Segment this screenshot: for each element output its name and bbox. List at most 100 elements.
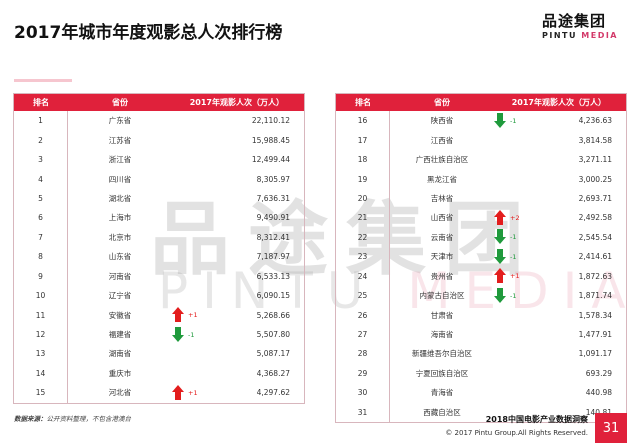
province: 重庆市 xyxy=(108,368,132,378)
table-row: 14 重庆市 4,368.27 xyxy=(14,363,304,384)
rank: 5 xyxy=(14,188,68,209)
copyright: © 2017 Pintu Group.All Rights Reserved. xyxy=(445,429,588,437)
province: 浙江省 xyxy=(108,155,132,165)
viewers-value: 5,268.66 xyxy=(256,310,290,320)
province: 青海省 xyxy=(430,388,454,398)
province: 海南省 xyxy=(430,330,454,340)
province: 甘肃省 xyxy=(430,310,454,320)
table-row: 29 宁夏回族自治区 693.29 xyxy=(336,363,626,384)
report-title: 2018中国电影产业数据洞察 xyxy=(485,415,588,424)
province: 四川省 xyxy=(108,174,132,184)
province: 广西壮族自治区 xyxy=(415,155,469,165)
arrow-down-icon xyxy=(494,287,506,304)
viewers-value: 1,871.74 xyxy=(578,291,612,301)
table-row: 23 天津市 -1 2,414.61 xyxy=(336,247,626,267)
table-row: 30 青海省 440.98 xyxy=(336,383,626,403)
province: 宁夏回族自治区 xyxy=(415,368,469,378)
header-value: 2017年观影人次（万人） xyxy=(511,98,606,107)
rank-change: +2 xyxy=(510,213,520,222)
viewers-value: 5,087.17 xyxy=(256,349,290,359)
rank: 11 xyxy=(14,305,68,325)
rank-change: +1 xyxy=(188,388,198,397)
province: 天津市 xyxy=(430,252,454,262)
viewers-value: 1,477.91 xyxy=(578,330,612,340)
table-row: 16 陕西省 -1 4,236.63 xyxy=(336,111,626,131)
viewers-value: 1,872.63 xyxy=(578,271,612,281)
viewers-value: 6,533.13 xyxy=(256,271,290,281)
rank: 3 xyxy=(14,149,68,170)
viewers-value: 4,297.62 xyxy=(256,388,290,398)
arrow-down-icon xyxy=(494,229,506,245)
rank: 28 xyxy=(336,344,390,364)
viewers-value: 3,271.11 xyxy=(578,155,612,165)
rank: 17 xyxy=(336,130,390,150)
province: 辽宁省 xyxy=(108,291,132,301)
viewers-value: 440.98 xyxy=(585,388,612,398)
province: 河南省 xyxy=(108,271,132,281)
header-province: 省份 xyxy=(434,98,450,107)
logo: 品途集团 PINTU MEDIA xyxy=(541,12,618,40)
arrow-down-icon xyxy=(494,248,506,265)
page-title: 2017年城市年度观影总人次排行榜 xyxy=(14,23,283,43)
table-row: 25 内蒙古自治区 -1 1,871.74 xyxy=(336,285,626,306)
province: 上海市 xyxy=(108,213,132,223)
viewers-value: 8,312.41 xyxy=(256,232,290,242)
province: 黑龙江省 xyxy=(427,174,457,184)
table-row: 21 山西省 +2 2,492.58 xyxy=(336,208,626,228)
province: 山东省 xyxy=(108,252,132,262)
province: 安徽省 xyxy=(108,310,132,320)
rank-change: -1 xyxy=(510,291,517,300)
rank: 2 xyxy=(14,130,68,150)
rank: 9 xyxy=(14,266,68,286)
province: 河北省 xyxy=(108,388,132,398)
table-row: 22 云南省 -1 2,545.54 xyxy=(336,227,626,248)
table-row: 3 浙江省 12,499.44 xyxy=(14,149,304,170)
province: 内蒙古自治区 xyxy=(419,291,465,301)
province: 江西省 xyxy=(430,135,454,145)
viewers-value: 3,814.58 xyxy=(578,135,612,145)
table-row: 9 河南省 6,533.13 xyxy=(14,266,304,286)
header-rank: 排名 xyxy=(33,98,49,107)
table-row: 10 辽宁省 6,090.15 xyxy=(14,285,304,306)
rank-change: +1 xyxy=(510,272,520,281)
viewers-value: 140.81 xyxy=(538,408,620,417)
header-value: 2017年观影人次（万人） xyxy=(189,98,284,107)
arrow-down-icon xyxy=(172,326,184,343)
table-row: 2 江苏省 15,988.45 xyxy=(14,130,304,150)
rank: 4 xyxy=(14,169,68,189)
viewers-value: 3,000.25 xyxy=(578,174,612,184)
table-row: 4 四川省 8,305.97 xyxy=(14,169,304,189)
table-row: 19 黑龙江省 3,000.25 xyxy=(336,169,626,189)
ranking-table-right: 排名 省份 2017年观影人次（万人） 16 陕西省 -1 4,236.63 17 江西省 3,8… xyxy=(335,93,627,423)
rank-change: -1 xyxy=(188,330,195,339)
province: 吉林省 xyxy=(430,193,454,203)
table-row: 7 北京市 8,312.41 xyxy=(14,227,304,248)
table-row: 26 甘肃省 1,578.34 xyxy=(336,305,626,325)
viewers-value: 9,490.91 xyxy=(256,213,290,223)
arrow-up-icon xyxy=(494,209,506,226)
rank: 20 xyxy=(336,188,390,209)
rank: 30 xyxy=(336,383,390,403)
arrow-down-icon xyxy=(494,112,506,129)
viewers-value: 8,305.97 xyxy=(256,174,290,184)
page-number: 31 xyxy=(595,413,627,443)
rank: 19 xyxy=(336,169,390,189)
table-row: 18 广西壮族自治区 3,271.11 xyxy=(336,149,626,170)
rank: 15 xyxy=(14,383,68,403)
province: 江苏省 xyxy=(108,135,132,145)
rank: 12 xyxy=(14,324,68,345)
rank: 13 xyxy=(14,344,68,364)
viewers-value: 1,578.34 xyxy=(578,310,612,320)
rank: 16 xyxy=(336,111,390,131)
province: 广东省 xyxy=(108,116,132,126)
header-province: 省份 xyxy=(112,98,128,107)
province: 福建省 xyxy=(108,330,132,340)
province: 西藏自治区 xyxy=(423,407,461,417)
rank: 22 xyxy=(336,227,390,248)
rank: 21 xyxy=(336,208,390,228)
table-header: 排名 省份 2017年观影人次（万人） xyxy=(336,94,626,111)
viewers-value: 1,091.17 xyxy=(578,349,612,359)
arrow-up-icon xyxy=(494,268,506,284)
table-header: 排名 省份 2017年观影人次（万人） xyxy=(14,94,304,111)
rank: 25 xyxy=(336,285,390,306)
